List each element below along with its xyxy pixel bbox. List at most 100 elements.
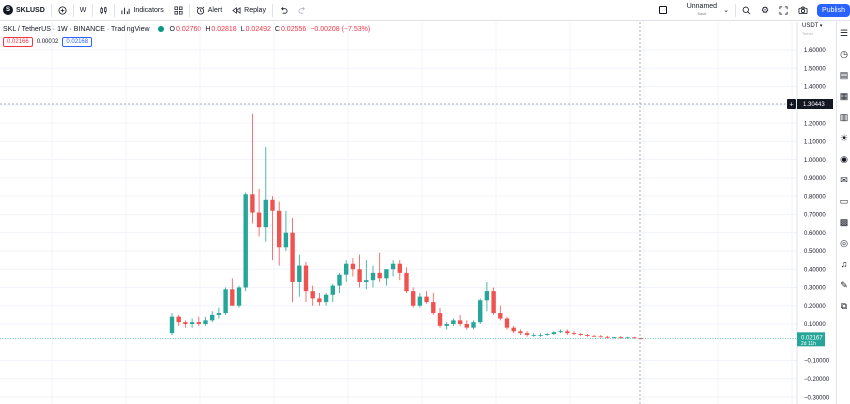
candle-body: [384, 269, 389, 279]
signal-icon[interactable]: ◎: [840, 238, 848, 248]
price-tick-label: 1.40000: [804, 85, 826, 91]
price-tick-label: 1.60000: [804, 48, 826, 54]
close-label: C: [274, 25, 280, 33]
candle-body: [417, 296, 423, 306]
indicators-button[interactable]: Indicators: [116, 0, 168, 21]
alert-button[interactable]: Alert: [191, 0, 227, 21]
pencil-icon[interactable]: ✎: [840, 280, 848, 290]
candle-body: [518, 331, 523, 334]
candle-body: [283, 232, 289, 248]
candle-body: [491, 291, 496, 314]
price-tick-label: 1.50000: [804, 66, 826, 72]
price-tick-label: 0.10000: [804, 322, 826, 328]
camera-icon: [798, 6, 808, 14]
price-tick-label: −0.20000: [804, 377, 830, 383]
replay-label: Replay: [244, 6, 266, 14]
price-tick-label: −0.10000: [804, 359, 830, 365]
candle-body: [444, 324, 449, 326]
chart-area[interactable]: 1.600001.500001.400001.300001.200001.100…: [0, 22, 836, 404]
search-button[interactable]: [737, 0, 756, 21]
calendar-icon[interactable]: ▥: [839, 112, 849, 122]
candle-body: [397, 263, 402, 273]
search-icon: [742, 6, 751, 14]
candle-body: [457, 320, 463, 325]
calc-icon[interactable]: ▩: [839, 217, 849, 227]
candle-body: [263, 199, 268, 228]
publish-button[interactable]: Publish: [817, 3, 850, 17]
plus-icon: +: [789, 101, 793, 108]
notes-icon[interactable]: ▭: [839, 196, 849, 206]
divider: [72, 3, 74, 17]
chart-legend: SKL / TetherUS · 1W · BINANCE · TradingV…: [3, 24, 374, 34]
ideas-bulb-icon[interactable]: ☀: [839, 133, 849, 143]
buy-price-button[interactable]: 0.02168: [62, 37, 93, 47]
chart-type-button[interactable]: [94, 0, 113, 21]
alerts-clock-icon[interactable]: ◷: [840, 49, 848, 59]
legend-title[interactable]: SKL / TetherUS · 1W · BINANCE · TradingV…: [3, 25, 150, 33]
replay-icon: [232, 6, 241, 14]
candle-body: [377, 272, 382, 279]
candle-body: [290, 232, 295, 282]
low-label: L: [240, 25, 245, 33]
settings-button[interactable]: ⚙: [756, 0, 774, 21]
currency-selector[interactable]: USDT ▾: [802, 23, 822, 29]
indicators-label: Indicators: [133, 6, 164, 14]
fullscreen-button[interactable]: [774, 0, 793, 21]
crosshair-plus-button[interactable]: [787, 98, 796, 109]
divider: [271, 3, 273, 17]
layers-icon[interactable]: ⧉: [840, 301, 848, 311]
price-tick-label: 1.10000: [804, 140, 826, 146]
candle-body: [256, 212, 262, 228]
interval-button[interactable]: W: [75, 0, 92, 21]
candle-body: [230, 289, 235, 306]
sell-price-button[interactable]: 0.02166: [3, 37, 33, 47]
candle-body: [317, 298, 322, 303]
price-tick-label: 0.30000: [804, 286, 826, 292]
chat-icon[interactable]: ✉: [840, 175, 848, 185]
candle-body: [330, 285, 335, 295]
templates-button[interactable]: [169, 0, 188, 21]
layout-checkbox[interactable]: [658, 6, 667, 14]
candle-body: [578, 334, 583, 335]
compare-symbol-button[interactable]: [53, 0, 72, 21]
layout-name-button[interactable]: Unnamed Save ⌄: [676, 0, 734, 21]
data-window-icon[interactable]: ▤: [839, 70, 849, 80]
candle-body: [189, 322, 195, 325]
price-chart[interactable]: 1.600001.500001.400001.300001.200001.100…: [0, 22, 836, 404]
candle-body: [216, 313, 222, 315]
high-label: H: [205, 25, 211, 33]
price-tick-label: 0.80000: [804, 194, 826, 200]
currency-label: USDT: [802, 23, 819, 29]
layout-toggle[interactable]: [654, 0, 676, 21]
low-value: 0.02492: [245, 25, 271, 33]
layout-status: Save: [697, 11, 707, 16]
candle-body: [236, 287, 242, 306]
candle-body: [303, 265, 309, 292]
interval-label: W: [79, 6, 87, 14]
redo-button[interactable]: [293, 0, 312, 21]
price-tick-label: 1.00000: [804, 158, 826, 164]
undo-button[interactable]: [274, 0, 293, 21]
watchlist-icon[interactable]: ☰: [839, 28, 849, 38]
candle-body: [524, 333, 530, 335]
top-toolbar: S SKLUSD W Indicators Alert Replay Un: [0, 0, 850, 21]
change-value: −0.00208 (−7.53%): [310, 25, 371, 33]
candle-body: [277, 210, 282, 248]
candle-body: [370, 272, 376, 281]
candle-body: [176, 316, 181, 323]
candle-body: [437, 313, 443, 326]
snapshot-button[interactable]: [793, 0, 813, 21]
price-tick-label: 0.90000: [804, 176, 826, 182]
symbol-search-button[interactable]: S SKLUSD: [0, 0, 50, 21]
candle-body: [350, 263, 356, 270]
replay-button[interactable]: Replay: [227, 0, 271, 21]
hotlist-icon[interactable]: ▦: [839, 91, 849, 101]
indicators-icon: [121, 7, 130, 14]
price-tick-label: 0.50000: [804, 249, 826, 255]
streams-icon[interactable]: ◉: [840, 154, 848, 164]
divider: [734, 3, 736, 17]
candle-body: [632, 337, 637, 339]
market-status-dot[interactable]: [157, 26, 164, 32]
candles-icon: [100, 6, 107, 14]
bell-icon[interactable]: ♫: [840, 259, 848, 269]
